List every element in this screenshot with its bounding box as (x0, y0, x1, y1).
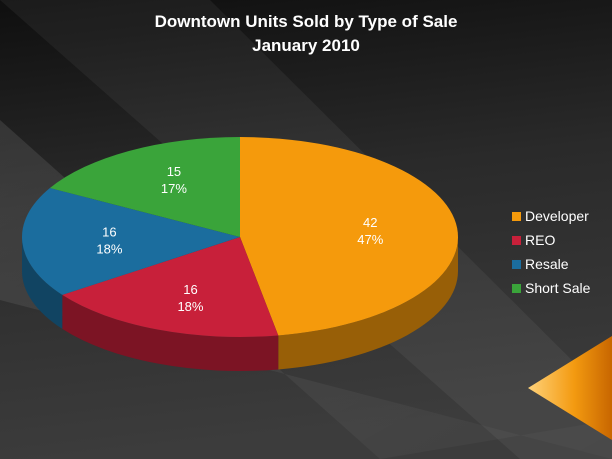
data-label-value-reo: 16 (183, 282, 197, 297)
legend: Developer REO Resale Short Sale (512, 208, 591, 296)
pie-slice-developer (240, 137, 458, 336)
data-label-value-resale: 16 (102, 224, 116, 239)
legend-swatch-resale (512, 260, 521, 269)
data-label-value-short-sale: 15 (167, 164, 181, 179)
pie-slice-short-sale (49, 137, 240, 237)
data-label-percent-short-sale: 17% (161, 181, 187, 196)
corner-accent-shape (528, 336, 612, 440)
data-label-percent-developer: 47% (357, 232, 383, 247)
chart-subtitle: January 2010 (252, 36, 360, 55)
legend-label-short-sale: Short Sale (525, 280, 591, 296)
pie-3d (22, 137, 458, 371)
legend-swatch-short-sale (512, 284, 521, 293)
pie-slice-reo (62, 237, 279, 337)
legend-swatch-developer (512, 212, 521, 221)
pie-side-developer (278, 237, 458, 370)
legend-swatch-reo (512, 236, 521, 245)
pie-slice-resale (22, 188, 241, 295)
chart-title: Downtown Units Sold by Type of Sale (155, 12, 458, 31)
data-label-percent-reo: 18% (177, 299, 203, 314)
pie-side-reo (62, 294, 279, 371)
legend-label-reo: REO (525, 232, 555, 248)
data-labels: 42 47% 16 18% 16 18% 15 17% (96, 164, 383, 314)
data-label-value-developer: 42 (363, 215, 377, 230)
legend-label-resale: Resale (525, 256, 569, 272)
pie-side-resale (22, 237, 63, 329)
legend-label-developer: Developer (525, 208, 589, 224)
data-label-percent-resale: 18% (96, 241, 122, 256)
